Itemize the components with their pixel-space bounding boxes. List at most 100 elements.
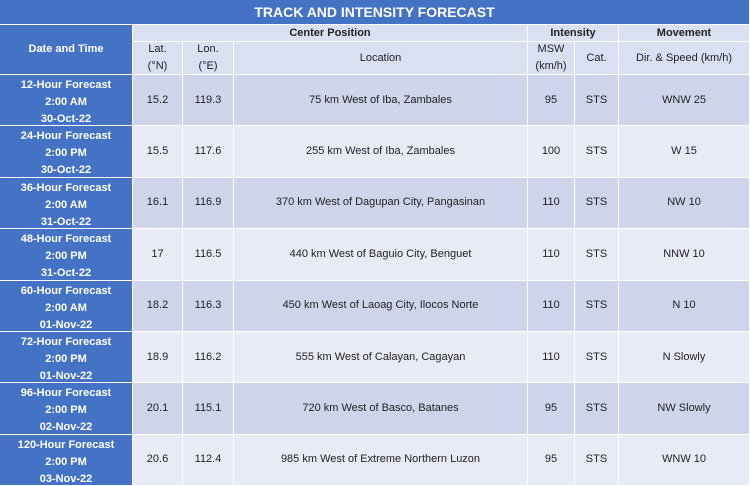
cell-text: 15.5 [146, 145, 169, 158]
title: TRACK AND INTENSITY FORECAST [0, 0, 750, 25]
column-header: Lat. (°N) [133, 42, 183, 75]
cell-text: Intensity [550, 26, 596, 39]
cell-text: NW 10 [667, 196, 701, 209]
cell-text: 18.9 [146, 350, 169, 363]
data-cell: NNW 10 [619, 229, 750, 281]
cell-text: (°N) [147, 60, 168, 72]
cell-text: NW Slowly [657, 401, 711, 414]
data-cell: STS [575, 331, 619, 384]
data-cell: 555 km West of Calayan, Cagayan [234, 331, 528, 384]
data-cell: 110 [528, 331, 575, 384]
cell-text: Location [359, 51, 402, 64]
cell-text: 20.1 [146, 401, 169, 414]
column-header: Cat. [575, 42, 619, 75]
data-cell: STS [575, 229, 619, 281]
cell-text: 48-Hour Forecast [20, 233, 112, 246]
cell-text: 2:00 PM [45, 250, 87, 263]
data-cell: 17 [133, 229, 183, 281]
data-cell: 720 km West of Basco, Batanes [234, 383, 528, 435]
cell-text: 2:00 AM [45, 96, 87, 108]
cell-text: STS [585, 401, 608, 414]
data-cell: 20.6 [133, 434, 183, 486]
data-cell: WNW 25 [619, 75, 750, 127]
data-cell: STS [575, 126, 619, 178]
data-cell: 112.4 [183, 434, 234, 486]
data-cell: 116.9 [183, 177, 234, 230]
cell-text: 16.1 [146, 196, 169, 209]
cell-text: 119.3 [194, 93, 222, 106]
data-cell: 440 km West of Baguio City, Benguet [234, 229, 528, 281]
date-cell: 72-Hour Forecast 2:00 PM 01-Nov-22 [0, 331, 133, 384]
group-header: Movement [619, 25, 750, 42]
data-cell: 370 km West of Dagupan City, Pangasinan [234, 177, 528, 230]
cell-text: N Slowly [662, 350, 706, 363]
data-cell: 16.1 [133, 177, 183, 230]
cell-text: STS [585, 196, 608, 209]
cell-text: N 10 [672, 299, 696, 312]
cell-text: 110 [542, 299, 560, 312]
cell-text: TRACK AND INTENSITY FORECAST [254, 3, 495, 20]
cell-text: 01-Nov-22 [39, 369, 93, 382]
data-cell: STS [575, 434, 619, 486]
data-cell: 18.9 [133, 331, 183, 384]
cell-text: 2:00 AM [45, 198, 87, 211]
cell-text: 116.5 [194, 247, 222, 260]
data-cell: 15.5 [133, 126, 183, 178]
cell-text: 95 [544, 401, 558, 414]
data-cell: 450 km West of Laoag City, Ilocos Norte [234, 280, 528, 332]
cell-text: Date and Time [28, 43, 104, 55]
data-cell: 95 [528, 383, 575, 435]
cell-text: 75 km West of Iba, Zambales [309, 93, 452, 106]
data-cell: 20.1 [133, 383, 183, 435]
cell-text: Cat. [586, 51, 607, 64]
column-header: Location [234, 42, 528, 75]
data-cell: 100 [528, 126, 575, 178]
cell-text: 31-Oct-22 [40, 267, 92, 280]
cell-text: 110 [542, 247, 560, 260]
cell-text: Center Position [289, 26, 371, 39]
data-cell: 95 [528, 75, 575, 127]
data-cell: WNW 10 [619, 434, 750, 486]
cell-text: 555 km West of Calayan, Cagayan [295, 350, 466, 363]
cell-text: 2:00 PM [45, 455, 87, 468]
data-cell: STS [575, 177, 619, 230]
column-header: MSW (km/h) [528, 42, 575, 75]
cell-text: 02-Nov-22 [39, 421, 93, 434]
group-header: Intensity [528, 25, 619, 42]
cell-text: Dir. & Speed (km/h) [636, 51, 732, 64]
cell-text: 255 km West of Iba, Zambales [306, 145, 455, 158]
cell-text: 720 km West of Basco, Batanes [302, 401, 459, 414]
cell-text: 17 [151, 247, 164, 260]
cell-text: 116.2 [194, 350, 222, 363]
data-cell: 119.3 [183, 75, 234, 127]
cell-text: 01-Nov-22 [39, 318, 93, 331]
data-cell: NW 10 [619, 177, 750, 230]
cell-text: 440 km West of Baguio City, Benguet [289, 247, 472, 260]
group-header: Center Position [133, 25, 528, 42]
cell-text: 2:00 AM [45, 301, 87, 314]
cell-text: 96-Hour Forecast [20, 387, 112, 400]
data-cell: 110 [528, 280, 575, 332]
cell-text: 95 [544, 453, 558, 466]
date-cell: 48-Hour Forecast 2:00 PM 31-Oct-22 [0, 229, 133, 281]
cell-text: 100 [541, 145, 561, 158]
cell-text: STS [585, 145, 608, 158]
cell-text: 30-Oct-22 [40, 164, 92, 177]
data-cell: STS [575, 280, 619, 332]
date-cell: 120-Hour Forecast 2:00 PM 03-Nov-22 [0, 434, 133, 486]
column-header: Dir. & Speed (km/h) [619, 42, 750, 75]
data-cell: 115.1 [183, 383, 234, 435]
data-cell: 255 km West of Iba, Zambales [234, 126, 528, 178]
cell-text: 15.2 [146, 93, 169, 106]
cell-text: 2:00 PM [45, 352, 87, 365]
cell-text: 450 km West of Laoag City, Ilocos Norte [282, 299, 479, 312]
data-cell: 116.3 [183, 280, 234, 332]
cell-text: STS [585, 247, 608, 260]
cell-text: W 15 [671, 145, 697, 158]
cell-text: Movement [656, 26, 712, 39]
cell-text: 2:00 PM [45, 404, 87, 417]
data-cell: STS [575, 383, 619, 435]
date-cell: 60-Hour Forecast 2:00 AM 01-Nov-22 [0, 280, 133, 332]
cell-text: 12-Hour Forecast [20, 79, 112, 91]
